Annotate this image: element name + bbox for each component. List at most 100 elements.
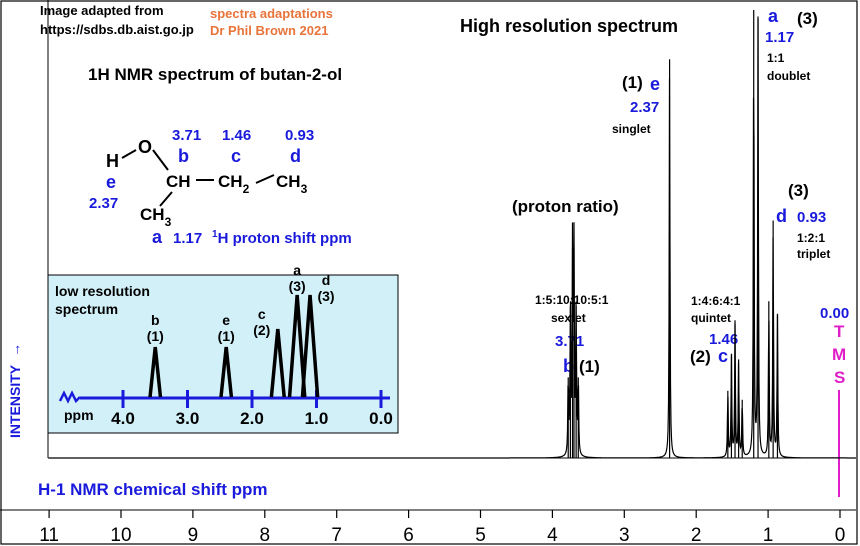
inset-ticks: 4.0 3.0 2.0 1.0 0.0	[111, 390, 393, 428]
annotation-d-pattern-1: 1:2:1	[797, 231, 825, 245]
intensity-label: INTENSITY→	[7, 343, 23, 438]
x-tick-label: 10	[110, 525, 131, 546]
inset-peak-letter: e	[222, 312, 230, 328]
annotation-b-ratio: (1)	[579, 357, 600, 376]
proton-ratio-label: (proton ratio)	[512, 197, 619, 216]
chart-title: High resolution spectrum	[460, 16, 678, 36]
annotation-a-letter: a	[768, 6, 779, 26]
x-tick-label: 9	[188, 525, 199, 546]
x-tick-label: 6	[403, 525, 414, 546]
group-ch: CH	[166, 172, 191, 191]
inset-panel	[47, 274, 399, 434]
x-tick-label: 3	[619, 525, 630, 546]
annotation-d-shift: 0.93	[797, 209, 826, 226]
annotation-d: (3) d 0.93 1:2:1 triplet	[776, 181, 830, 261]
annotation-e: (1) e 2.37 singlet	[612, 73, 660, 136]
x-tick-label: 7	[331, 525, 342, 546]
inset-axis-break	[58, 390, 81, 404]
annotation-b-letter: b	[563, 356, 574, 376]
annotation-c-pattern-2: quintet	[691, 311, 731, 325]
low-resolution-inset: low resolution spectrum ppm 4.0 3.0 2.0 1.0…	[47, 262, 399, 434]
bond-o-ch	[152, 149, 169, 171]
inset-peak-a	[287, 294, 307, 398]
inset-axis-label: ppm	[64, 407, 94, 423]
inset-peak-letter: b	[151, 312, 160, 328]
inset-tick-label: 0.0	[369, 409, 393, 428]
annotation-c-shift: 1.46	[709, 331, 738, 348]
annotation-a-pattern-1: 1:1	[767, 51, 785, 65]
bond-h-o	[121, 149, 137, 159]
x-tick-label: 8	[260, 525, 271, 546]
group-ch3-end: CH3	[276, 172, 308, 196]
inset-tick-label: 2.0	[240, 409, 264, 428]
inset-peak-letter: a	[293, 262, 301, 278]
inset-peak-c	[269, 328, 286, 398]
inset-peak-letter: c	[258, 306, 266, 322]
tms-letter-m: M	[832, 345, 846, 364]
inset-peaks: b(1)e(1)c(2)a(3) d(3)	[147, 262, 335, 398]
inset-peak-ratio: (3)	[317, 288, 334, 304]
inset-title-1: low resolution	[55, 283, 150, 299]
shift-b-label: 3.71	[172, 127, 201, 144]
inset-tick-label: 3.0	[176, 409, 200, 428]
tms-letter-s: S	[834, 368, 845, 387]
annotation-d-letter: d	[776, 206, 787, 226]
inset-peak-ratio: (1)	[147, 328, 164, 344]
group-ch3-branch: CH3	[140, 205, 172, 229]
shift-a-label: 1.17	[173, 230, 202, 247]
tms-letter-t: T	[834, 322, 845, 341]
annotation-c-letter: c	[718, 346, 728, 366]
letter-b-label: b	[178, 146, 189, 166]
x-tick-label: 2	[691, 525, 702, 546]
annotation-d-pattern-2: triplet	[797, 247, 830, 261]
proton-shift-caption: 1H proton shift ppm	[212, 229, 352, 247]
spectrum-peaks	[567, 10, 779, 458]
x-axis-title: H-1 NMR chemical shift ppm	[38, 480, 268, 499]
shift-d-label: 0.93	[285, 127, 314, 144]
x-axis-ticks	[48, 510, 841, 518]
tms-shift: 0.00	[820, 305, 849, 322]
inset-tick-label: 1.0	[305, 409, 329, 428]
annotation-c-pattern-1: 1:4:6:4:1	[691, 294, 741, 308]
annotation-d-ratio: (3)	[788, 181, 809, 200]
annotation-c-ratio: (2)	[690, 347, 711, 366]
bond-ch2-ch3	[255, 174, 275, 184]
bond-ch-ch3	[159, 191, 173, 207]
shift-e-label: 2.37	[89, 195, 118, 212]
x-axis-tick-labels: 11 10 9 8 7 6 5 4 3 2 1 0	[39, 525, 845, 546]
shift-c-label: 1.46	[222, 127, 251, 144]
chart-subtitle: 1H NMR spectrum of butan-2-ol	[88, 65, 342, 84]
group-ch2: CH2	[218, 172, 250, 196]
letter-c-label: c	[231, 146, 241, 166]
annotation-e-pattern: singlet	[612, 122, 651, 136]
annotation-a-shift: 1.17	[765, 29, 794, 46]
atom-h: H	[106, 151, 119, 171]
credit-adapt-1: spectra adaptations	[210, 6, 333, 21]
spectrum-trace	[49, 16, 856, 459]
letter-a-label: a	[152, 227, 163, 247]
letter-e-label: e	[106, 172, 116, 192]
atom-o: O	[138, 137, 152, 157]
annotation-c: 1:4:6:4:1 quintet 1.46 (2) c	[690, 294, 741, 366]
annotation-a-pattern-2: doublet	[767, 69, 810, 83]
x-tick-label: 1	[763, 525, 774, 546]
letter-d-label: d	[290, 146, 301, 166]
x-tick-label: 0	[835, 525, 846, 546]
credit-line-1: Image adapted from	[40, 3, 164, 18]
annotation-a-ratio: (3)	[797, 9, 818, 28]
credit-adapt-2: Dr Phil Brown 2021	[210, 23, 328, 38]
annotation-a: a (3) 1.17 1:1 doublet	[765, 6, 818, 83]
inset-title-2: spectrum	[55, 301, 118, 317]
inset-peak-b	[148, 346, 163, 398]
x-tick-label: 5	[475, 525, 486, 546]
annotation-b-pattern-2: sextet	[551, 311, 586, 325]
inset-peak-letter: d	[322, 272, 331, 288]
inset-peak-ratio: (3)	[289, 278, 306, 294]
inset-peak-ratio: (2)	[253, 322, 270, 338]
inset-peak-ratio: (1)	[218, 328, 235, 344]
tms-marker: 0.00 T M S	[820, 305, 849, 497]
annotation-e-letter: e	[650, 74, 660, 94]
x-tick-label: 4	[547, 525, 558, 546]
